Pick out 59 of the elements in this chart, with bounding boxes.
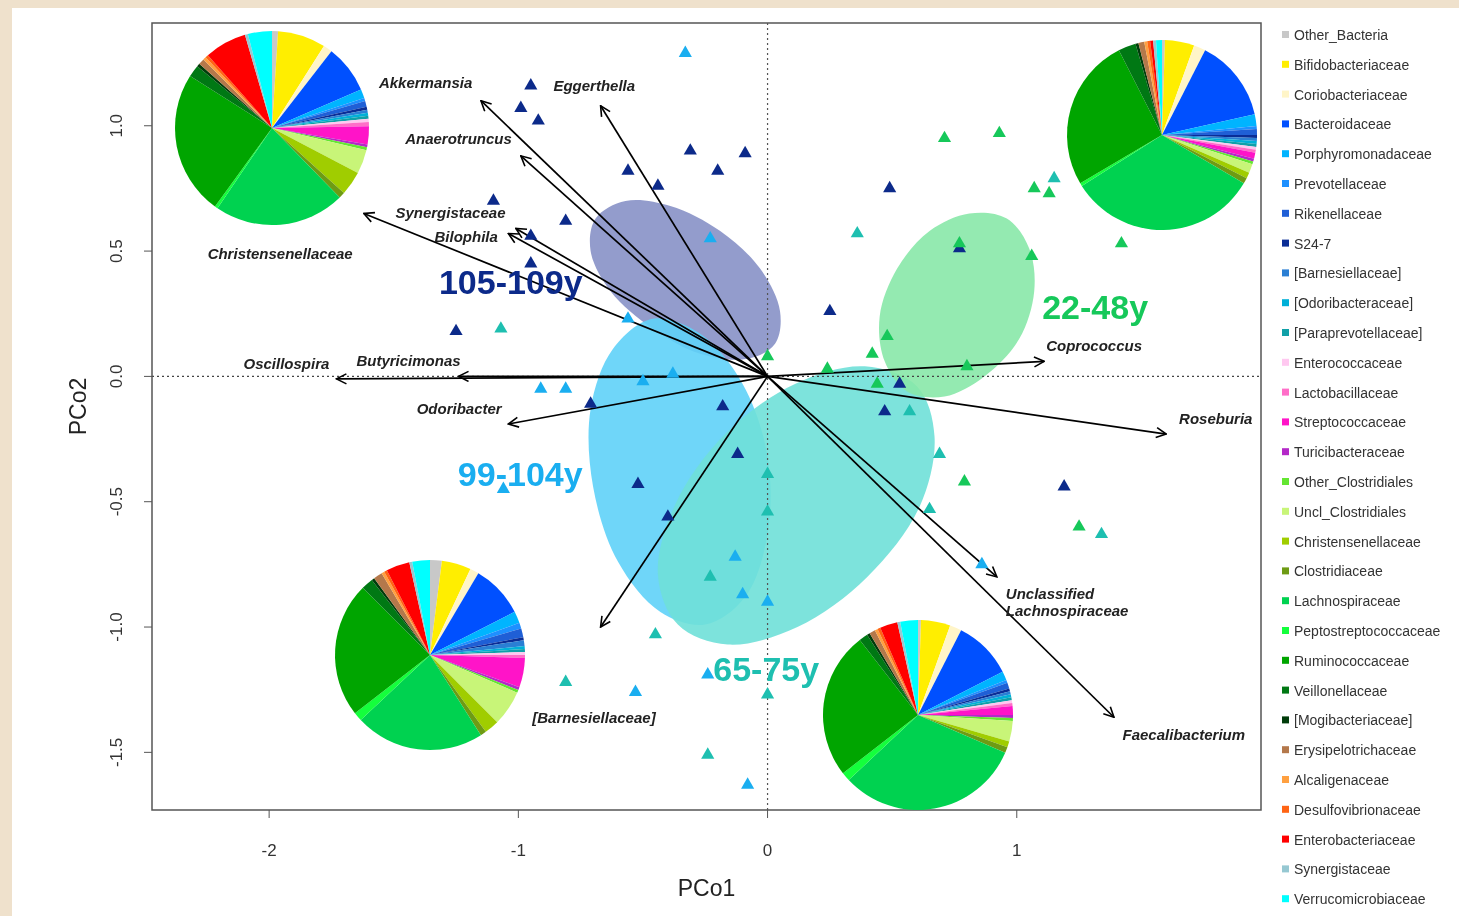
legend-label: Desulfovibrionaceae <box>1294 801 1422 818</box>
series-label: Bilophila <box>434 227 498 245</box>
y-tick-label: 0.5 <box>107 239 126 263</box>
y-tick-label: -0.5 <box>107 487 126 517</box>
text: Christensenellaceae <box>207 244 353 262</box>
legend-label: S24-7 <box>1294 235 1332 252</box>
legend-label: Synergistaceae <box>1294 861 1391 878</box>
series-label: Anaerotruncus <box>404 129 512 147</box>
legend-label: Veillonellaceae <box>1294 682 1388 699</box>
legend-label: Lactobacillaceae <box>1294 384 1399 401</box>
series-label: 99-104y <box>457 454 583 493</box>
legend-label: Alcaligenaceae <box>1294 772 1390 788</box>
series-label: Coprococcus <box>1046 337 1143 355</box>
legend-label: Enterobacteriaceae <box>1294 831 1416 848</box>
legend-label: Enterococcaceae <box>1294 354 1403 371</box>
y-tick-label: -1.0 <box>107 612 126 642</box>
series-label: Akkermansia <box>377 74 473 92</box>
series-label: Faecalibacterium <box>1122 725 1246 743</box>
y-tick-label: 1.0 <box>107 113 126 138</box>
legend-label: Christensenellaceae <box>1294 533 1422 550</box>
legend-label: Uncl_Clostridiales <box>1294 503 1407 520</box>
legend-label: Turicibacteraceae <box>1294 444 1405 461</box>
series-label: Eggerthella <box>553 77 636 95</box>
legend-label: Prevotellaceae <box>1294 176 1387 192</box>
series-label: 22-48y <box>1042 287 1149 326</box>
x-tick-label: -2 <box>261 841 277 860</box>
x-tick-label: 0 <box>762 841 773 860</box>
series-label: Unclassified Lachnospiraceae <box>1005 584 1129 619</box>
legend-label: Verrucomicrobiaceae <box>1294 891 1426 908</box>
series-label: Roseburia <box>1179 410 1253 428</box>
legend-label: Ruminococcaceae <box>1294 652 1410 669</box>
legend-label: Bifidobacteriaceae <box>1294 56 1410 73</box>
y-tick-label: 0.0 <box>107 364 126 389</box>
y-tick-label: -1.5 <box>107 737 126 767</box>
legend-label: Peptostreptococcaceae <box>1294 623 1441 639</box>
legend-label: [Barnesiellaceae] <box>1294 265 1402 282</box>
series-label: Oscillospira <box>243 354 330 372</box>
x-tick-label: 1 <box>1012 841 1022 860</box>
x-axis-title: PCo1 <box>677 875 736 901</box>
legend-label: Rikenellaceae <box>1294 205 1383 222</box>
legend-label: Other_Bacteria <box>1294 27 1389 43</box>
legend-label: [Odoribacteraceae] <box>1294 295 1414 312</box>
series-label: Butyricimonas <box>356 352 461 370</box>
series-label: Synergistaceae <box>395 204 506 222</box>
text: [Barnesiellaceae] <box>531 709 657 727</box>
legend-label: Coriobacteriaceae <box>1294 86 1408 103</box>
legend-label: Lachnospiraceae <box>1294 593 1401 610</box>
legend-label: Other_Clostridiales <box>1294 474 1414 490</box>
legend-label: Clostridiaceae <box>1294 563 1383 580</box>
x-tick-label: -1 <box>510 841 526 860</box>
y-axis-title: PCo2 <box>65 377 91 436</box>
legend-label: Porphyromonadaceae <box>1294 146 1432 163</box>
legend-label: Streptococcaceae <box>1294 414 1407 431</box>
legend-label: [Mogibacteriaceae] <box>1294 712 1413 729</box>
series-label: Odoribacter <box>416 400 503 418</box>
legend-label: [Paraprevotellaceae] <box>1294 325 1423 341</box>
legend-label: Bacteroidaceae <box>1294 116 1392 133</box>
legend-label: Erysipelotrichaceae <box>1294 742 1417 759</box>
series-label: 65-75y <box>713 649 820 688</box>
